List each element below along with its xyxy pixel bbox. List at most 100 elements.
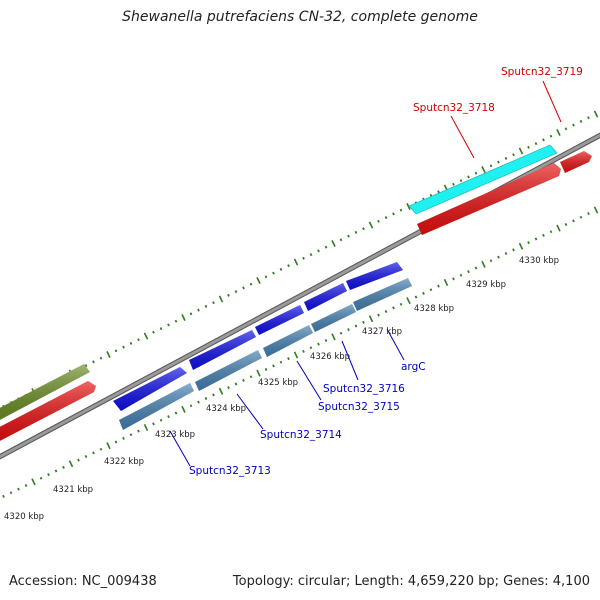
scale-label-4320: 4320 kbp xyxy=(4,512,44,522)
inner-scale-minor-tick xyxy=(212,393,215,397)
outer-scale-major-tick xyxy=(481,166,486,173)
outer-scale-minor-tick xyxy=(324,245,328,249)
reverse-strand-features xyxy=(113,262,412,430)
inner-scale-minor-tick xyxy=(189,404,193,408)
outer-scale-minor-tick xyxy=(542,138,545,142)
inner-scale-minor-tick xyxy=(534,237,538,241)
outer-scale-minor-tick xyxy=(99,356,103,360)
outer-scale-minor-tick xyxy=(129,341,133,345)
outer-scale-minor-tick xyxy=(399,208,403,212)
inner-scale-minor-tick xyxy=(377,313,380,317)
outer-scale-minor-tick xyxy=(242,286,245,290)
inner-scale-minor-tick xyxy=(174,411,178,415)
inner-scale-minor-tick xyxy=(384,310,388,313)
kbp-scale-labels: 4320 kbp 4321 kbp 4322 kbp 4323 kbp 4324… xyxy=(4,256,559,522)
inner-scale-major-tick xyxy=(218,387,224,395)
outer-scale-major-tick xyxy=(106,351,111,358)
outer-scale-minor-tick xyxy=(474,171,478,175)
label-sputcn32-3719[interactable]: Sputcn32_3719 xyxy=(501,66,583,78)
reverse-gene-labels: argC Sputcn32_3716 Sputcn32_3715 Sputcn3… xyxy=(169,328,426,477)
outer-scale-minor-tick xyxy=(212,301,215,305)
label-sputcn32-3714[interactable]: Sputcn32_3714 xyxy=(260,429,342,441)
inner-scale-major-tick xyxy=(293,351,299,359)
inner-scale-minor-tick xyxy=(47,473,50,477)
inner-scale-major-tick xyxy=(106,442,111,450)
inner-scale-minor-tick xyxy=(84,455,88,458)
inner-scale-minor-tick xyxy=(324,339,328,342)
label-leader-argc xyxy=(386,328,405,361)
inner-scale-major-tick xyxy=(368,315,374,323)
outer-scale-minor-tick xyxy=(204,304,208,308)
inner-scale-minor-tick xyxy=(362,320,365,324)
inner-scale-minor-tick xyxy=(264,368,268,371)
inner-scale-minor-tick xyxy=(242,378,245,382)
inner-scale-minor-tick xyxy=(549,230,553,234)
outer-scale-minor-tick xyxy=(534,142,538,146)
scale-label-4328: 4328 kbp xyxy=(414,304,454,314)
inner-scale-minor-tick xyxy=(99,447,103,451)
outer-scale-minor-tick xyxy=(92,360,95,364)
outer-scale-minor-tick xyxy=(114,349,118,353)
label-sputcn32-3716[interactable]: Sputcn32_3716 xyxy=(323,383,405,395)
outer-scale-major-tick xyxy=(406,203,411,210)
label-leader-3713 xyxy=(169,430,191,467)
outer-scale-minor-tick xyxy=(234,290,238,294)
outer-scale-minor-tick xyxy=(504,156,508,160)
label-leader-3716 xyxy=(341,340,359,381)
inner-scale-minor-tick xyxy=(204,397,208,400)
label-sputcn32-3715[interactable]: Sputcn32_3715 xyxy=(318,401,400,413)
outer-scale-minor-tick xyxy=(489,164,493,168)
inner-scale-minor-tick xyxy=(564,223,568,226)
outer-scale-minor-tick xyxy=(197,308,200,312)
inner-scale-minor-tick xyxy=(512,248,515,252)
scale-label-4324: 4324 kbp xyxy=(206,404,246,414)
inner-scale-major-tick xyxy=(443,278,449,287)
outer-scale-minor-tick xyxy=(122,345,125,349)
label-argc[interactable]: argC xyxy=(401,361,426,373)
label-leader-3719 xyxy=(542,80,562,123)
inner-scale-minor-tick xyxy=(39,476,43,480)
inner-scale-minor-tick xyxy=(249,375,253,379)
inner-scale-major-tick xyxy=(518,242,524,250)
inner-scale-minor-tick xyxy=(17,487,20,491)
inner-scale-major-tick xyxy=(181,405,186,413)
inner-scale-minor-tick xyxy=(227,386,230,390)
inner-scale-minor-tick xyxy=(392,306,395,310)
inner-scale-minor-tick xyxy=(24,484,28,487)
cds-sputcn32-3718-selected[interactable] xyxy=(408,144,558,215)
inner-scale-minor-tick xyxy=(137,429,140,433)
inner-scale-major-tick xyxy=(31,478,36,486)
outer-scale-minor-tick xyxy=(572,123,575,127)
outer-scale-minor-tick xyxy=(354,230,358,234)
outer-scale-minor-tick xyxy=(549,134,553,138)
forward-gene-labels: Sputcn32_3719 Sputcn32_3718 xyxy=(413,66,583,159)
inner-scale-minor-tick xyxy=(279,360,283,364)
scale-label-4321: 4321 kbp xyxy=(53,485,93,495)
scale-label-4325: 4325 kbp xyxy=(258,378,298,388)
inner-scale-minor-tick xyxy=(114,440,118,444)
outer-scale-minor-tick xyxy=(189,312,193,316)
outer-scale-minor-tick xyxy=(174,319,178,323)
outer-scale-minor-tick xyxy=(249,282,253,286)
outer-scale-minor-tick xyxy=(452,182,455,186)
outer-scale-minor-tick xyxy=(377,219,380,223)
inner-scale-minor-tick xyxy=(159,418,163,422)
inner-scale-major-tick xyxy=(593,206,599,214)
outer-scale-minor-tick xyxy=(287,264,290,268)
inner-scale-minor-tick xyxy=(399,302,403,306)
outer-scale-minor-tick xyxy=(459,179,463,183)
inner-scale-minor-tick xyxy=(497,255,500,259)
outer-scale-major-tick xyxy=(293,258,299,266)
outer-scale-minor-tick xyxy=(362,227,365,231)
inner-scale-minor-tick xyxy=(272,364,275,368)
outer-scale-minor-tick xyxy=(302,256,305,260)
inner-scale-minor-tick xyxy=(9,491,13,495)
scale-label-4322: 4322 kbp xyxy=(104,457,144,467)
label-sputcn32-3718[interactable]: Sputcn32_3718 xyxy=(413,102,495,114)
inner-scale-minor-tick xyxy=(452,277,455,281)
label-sputcn32-3713[interactable]: Sputcn32_3713 xyxy=(189,465,271,477)
inner-scale-minor-tick xyxy=(422,291,425,295)
outer-scale-major-tick xyxy=(331,240,336,247)
outer-scale-major-tick xyxy=(556,129,561,136)
